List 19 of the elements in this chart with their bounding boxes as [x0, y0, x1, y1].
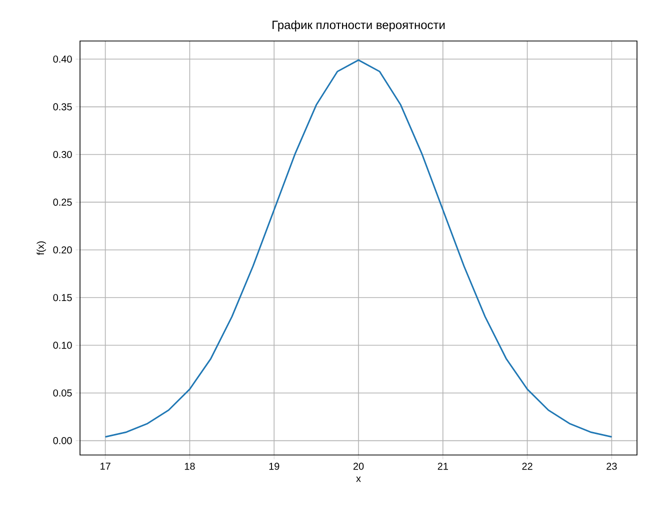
y-tick-label: 0.25 — [53, 198, 72, 206]
y-tick-label: 0.10 — [53, 342, 72, 349]
y-tick-label: 0.40 — [53, 56, 72, 63]
y-axis-title: f(x) — [36, 241, 46, 256]
y-tick-label: 0.05 — [53, 389, 72, 397]
y-tick-label: 0.20 — [53, 246, 72, 254]
x-axis-title: x — [356, 476, 361, 482]
x-tick-label: 21 — [438, 462, 448, 470]
y-tick-label: 0.35 — [53, 103, 72, 110]
x-tick-label: 17 — [100, 462, 110, 470]
x-tick-label: 18 — [184, 462, 195, 470]
chart-title: График плотности вероятности — [272, 20, 445, 32]
y-tick-label: 0.00 — [53, 437, 72, 444]
x-tick-label: 23 — [606, 462, 617, 470]
y-tick-label: 0.15 — [53, 294, 72, 302]
y-tick-label: 0.30 — [53, 150, 72, 158]
x-tick-label: 19 — [269, 462, 280, 470]
x-tick-label: 20 — [353, 462, 364, 470]
x-tick-label: 22 — [522, 462, 532, 470]
